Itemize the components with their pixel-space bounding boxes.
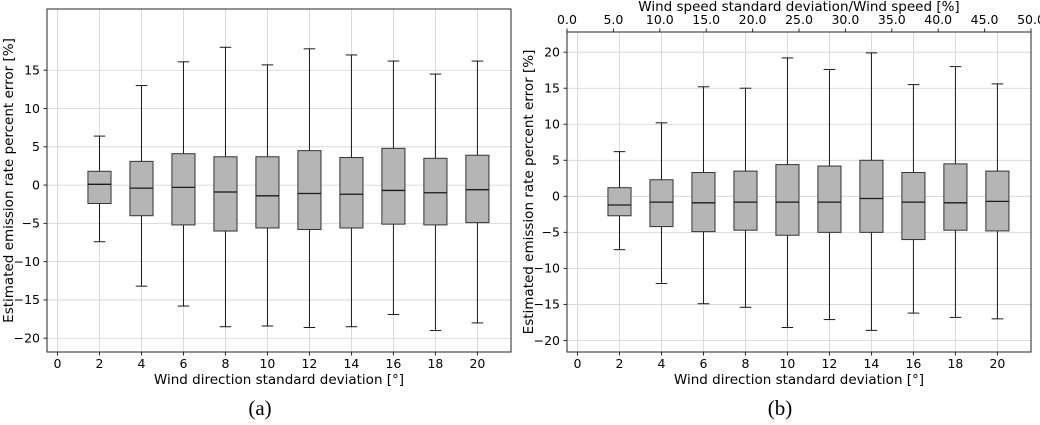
- svg-text:10.0: 10.0: [646, 12, 674, 27]
- svg-text:0: 0: [32, 177, 40, 192]
- y-axis: −20 −15 −10 −5 0 5 10 15 20: [534, 44, 567, 348]
- svg-text:−5: −5: [22, 216, 40, 231]
- svg-text:20: 20: [989, 356, 1005, 371]
- svg-text:0: 0: [552, 189, 560, 204]
- x-axis-label: Wind direction standard deviation [°]: [674, 372, 924, 388]
- svg-text:−20: −20: [534, 333, 560, 348]
- svg-text:0: 0: [574, 356, 582, 371]
- svg-text:25.0: 25.0: [785, 12, 813, 27]
- svg-text:4: 4: [658, 356, 666, 371]
- svg-text:6: 6: [179, 356, 187, 371]
- svg-text:20.0: 20.0: [739, 12, 767, 27]
- svg-text:50.0: 50.0: [1017, 12, 1040, 27]
- svg-text:35.0: 35.0: [878, 12, 906, 27]
- x-axis: 0 2 4 6 8 10 12 14 16 18 20: [54, 352, 485, 371]
- svg-text:0: 0: [54, 356, 62, 371]
- svg-text:4: 4: [138, 356, 146, 371]
- y-axis-label: Estimated emission rate percent error [%…: [1, 38, 17, 323]
- plot-border: [46, 8, 512, 353]
- svg-text:16: 16: [905, 356, 921, 371]
- boxes: [607, 52, 1010, 331]
- svg-text:20: 20: [544, 44, 560, 59]
- svg-text:−10: −10: [14, 254, 40, 269]
- caption-a: (a): [248, 396, 272, 420]
- svg-text:10: 10: [544, 117, 560, 132]
- top-axis-label: Wind speed standard deviation/Wind speed…: [638, 0, 959, 15]
- svg-text:8: 8: [741, 356, 749, 371]
- top-axis: 0.0 5.0 10.0 15.0 20.0 25.0 30.0 35.0 40.0 45.0 50…: [557, 0, 1040, 32]
- y-axis: −20 −15 −10 −5 0 5 10 15: [14, 63, 47, 346]
- panel-a: 0 2 4 6 8 10 12 14 16 18 20 −20 −15 −10 −5 0 5 10 15 Wind d…: [1, 8, 512, 420]
- svg-text:45.0: 45.0: [971, 12, 999, 27]
- svg-text:6: 6: [699, 356, 707, 371]
- svg-text:−15: −15: [14, 292, 40, 307]
- svg-text:10: 10: [24, 101, 40, 116]
- svg-text:2: 2: [96, 356, 104, 371]
- svg-text:−10: −10: [534, 261, 560, 276]
- svg-text:18: 18: [427, 356, 443, 371]
- caption-b: (b): [767, 396, 793, 420]
- svg-text:10: 10: [259, 356, 275, 371]
- svg-text:5: 5: [552, 153, 560, 168]
- svg-text:2: 2: [616, 356, 624, 371]
- svg-text:15: 15: [544, 81, 560, 96]
- svg-text:12: 12: [821, 356, 837, 371]
- x-axis-label: Wind direction standard deviation [°]: [154, 372, 404, 388]
- svg-text:12: 12: [301, 356, 317, 371]
- svg-text:5.0: 5.0: [603, 12, 623, 27]
- svg-text:5: 5: [32, 139, 40, 154]
- svg-text:8: 8: [221, 356, 229, 371]
- svg-text:−15: −15: [534, 297, 560, 312]
- svg-text:15.0: 15.0: [692, 12, 720, 27]
- svg-text:14: 14: [343, 356, 359, 371]
- x-axis: 0 2 4 6 8 10 12 14 16 18 20: [574, 352, 1005, 371]
- boxplot-a: 0 2 4 6 8 10 12 14 16 18 20 −20 −15 −10 −5 0 5 10 15 Wind d…: [1, 8, 512, 388]
- boxes: [87, 46, 490, 332]
- boxplot-b: 0 2 4 6 8 10 12 14 16 18 20 −20 −15 −10 −5 0 5 10 15 20 0.0 5…: [521, 0, 1040, 388]
- svg-text:20: 20: [469, 356, 485, 371]
- svg-text:30.0: 30.0: [831, 12, 859, 27]
- y-axis-label: Estimated emission rate percent error [%…: [521, 50, 537, 335]
- svg-text:40.0: 40.0: [924, 12, 952, 27]
- svg-text:15: 15: [24, 63, 40, 78]
- panel-b: 0 2 4 6 8 10 12 14 16 18 20 −20 −15 −10 −5 0 5 10 15 20 0.0 5…: [520, 0, 1040, 425]
- svg-text:−5: −5: [542, 225, 560, 240]
- svg-text:14: 14: [863, 356, 879, 371]
- svg-text:18: 18: [947, 356, 963, 371]
- svg-text:−20: −20: [14, 331, 40, 346]
- svg-text:10: 10: [779, 356, 795, 371]
- svg-text:16: 16: [385, 356, 401, 371]
- svg-text:0.0: 0.0: [557, 12, 577, 27]
